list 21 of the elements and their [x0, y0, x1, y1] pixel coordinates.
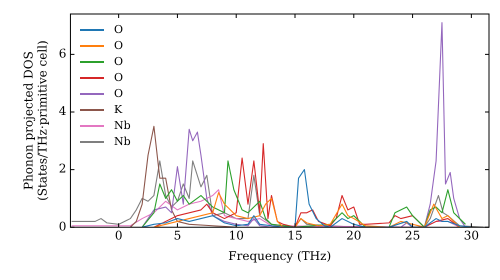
legend-label: Nb — [114, 118, 131, 134]
y-tick-label: 0 — [58, 219, 66, 234]
x-tick-label: 0 — [114, 228, 122, 243]
x-tick-label: 20 — [346, 228, 362, 243]
x-tick-label: 15 — [287, 228, 303, 243]
legend-label: O — [114, 86, 124, 102]
y-axis-title: Phonon projected DOS (States/THz·primitive cell) — [21, 40, 50, 201]
legend-label: O — [114, 70, 124, 86]
legend-label: K — [114, 102, 122, 118]
y-tick-label: 4 — [58, 104, 67, 118]
legend-label: O — [114, 38, 124, 54]
legend-label: O — [114, 54, 124, 70]
x-tick-label: 25 — [404, 228, 420, 243]
legend-label: O — [114, 22, 124, 38]
x-axis-title: Frequency (THz) — [228, 248, 332, 263]
y-tick-label: 2 — [58, 162, 66, 176]
x-tick-label: 5 — [174, 228, 182, 243]
y-tick-label: 6 — [58, 46, 66, 60]
x-tick-label: 30 — [464, 228, 480, 243]
x-tick-label: 10 — [228, 228, 244, 243]
legend-label: Nb — [114, 134, 131, 150]
